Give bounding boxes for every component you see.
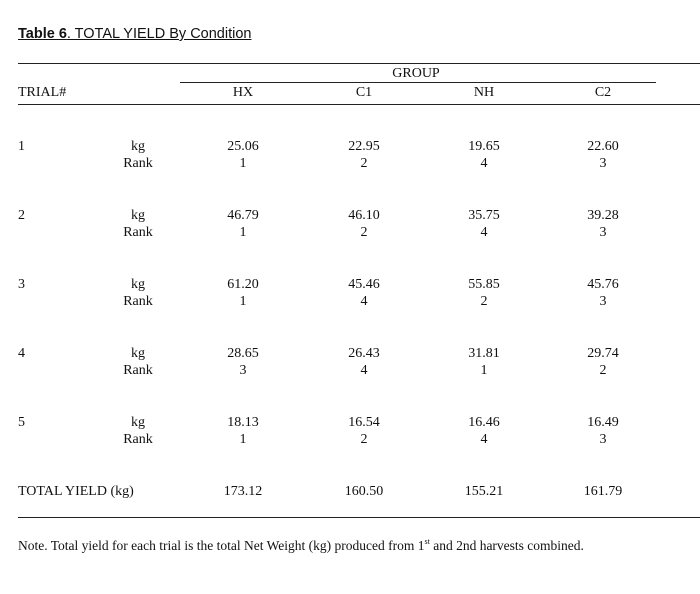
total-label: TOTAL YIELD (kg) [18,484,134,499]
kg-value: 22.95 [348,139,380,154]
rank-value: 2 [599,363,607,378]
rank-label: Rank [123,432,153,447]
rank-label: Rank [123,225,153,240]
rank-value: 1 [239,156,247,171]
trial-number: 5 [18,415,25,430]
total-value: 155.21 [464,484,504,499]
total-value: 161.79 [583,484,623,499]
rank-value: 4 [360,363,368,378]
kg-value: 26.43 [348,346,380,361]
rank-value: 2 [360,156,368,171]
kg-label: kg [131,415,145,430]
trial-header: TRIAL# [18,85,67,100]
rank-value: 3 [599,225,607,240]
kg-value: 18.13 [227,415,259,430]
kg-value: 19.65 [468,139,500,154]
kg-value: 39.28 [587,208,619,223]
column-header-c1: C1 [355,85,373,100]
total-value: 160.50 [344,484,384,499]
rank-value: 4 [480,225,488,240]
table-title: . TOTAL YIELD By Condition [66,26,252,42]
note-text: Note. Total yield for each trial is the … [18,538,425,553]
kg-value: 29.74 [587,346,619,361]
kg-label: kg [131,208,145,223]
kg-value: 45.76 [587,277,619,292]
kg-value: 35.75 [468,208,500,223]
rank-label: Rank [123,294,153,309]
kg-value: 16.54 [348,415,380,430]
column-header-c2: C2 [594,85,612,100]
total-value: 173.12 [223,484,263,499]
column-header-nh: NH [473,85,495,100]
kg-value: 25.06 [227,139,259,154]
rank-value: 2 [480,294,488,309]
rank-value: 1 [239,294,247,309]
rank-value: 1 [480,363,488,378]
bottom-rule [18,517,700,518]
table-number: Table 6 [18,26,67,42]
table-note: Note. Total yield for each trial is the … [18,537,584,554]
kg-label: kg [131,277,145,292]
trial-number: 1 [18,139,25,154]
header-rule [18,104,700,105]
kg-value: 16.49 [587,415,619,430]
kg-value: 45.46 [348,277,380,292]
rank-value: 4 [360,294,368,309]
table-caption: Table 6. TOTAL YIELD By Condition [18,26,251,42]
kg-label: kg [131,346,145,361]
rank-value: 1 [239,432,247,447]
kg-label: kg [131,139,145,154]
trial-number: 2 [18,208,25,223]
top-rule [18,63,700,64]
kg-value: 46.10 [348,208,380,223]
column-header-hx: HX [232,85,254,100]
kg-value: 31.81 [468,346,500,361]
rank-value: 2 [360,432,368,447]
group-header: GROUP [392,66,440,81]
kg-value: 55.85 [468,277,500,292]
rank-label: Rank [123,156,153,171]
kg-value: 22.60 [587,139,619,154]
group-rule [180,82,656,83]
kg-value: 61.20 [227,277,259,292]
note-text-end: and 2nd harvests combined. [429,538,584,553]
kg-value: 28.65 [227,346,259,361]
rank-value: 1 [239,225,247,240]
kg-value: 16.46 [468,415,500,430]
rank-value: 3 [599,156,607,171]
rank-value: 3 [599,432,607,447]
rank-value: 3 [599,294,607,309]
rank-label: Rank [123,363,153,378]
kg-value: 46.79 [227,208,259,223]
note-superscript: st [424,537,430,546]
rank-value: 4 [480,156,488,171]
rank-value: 3 [239,363,247,378]
rank-value: 4 [480,432,488,447]
trial-number: 4 [18,346,25,361]
rank-value: 2 [360,225,368,240]
trial-number: 3 [18,277,25,292]
